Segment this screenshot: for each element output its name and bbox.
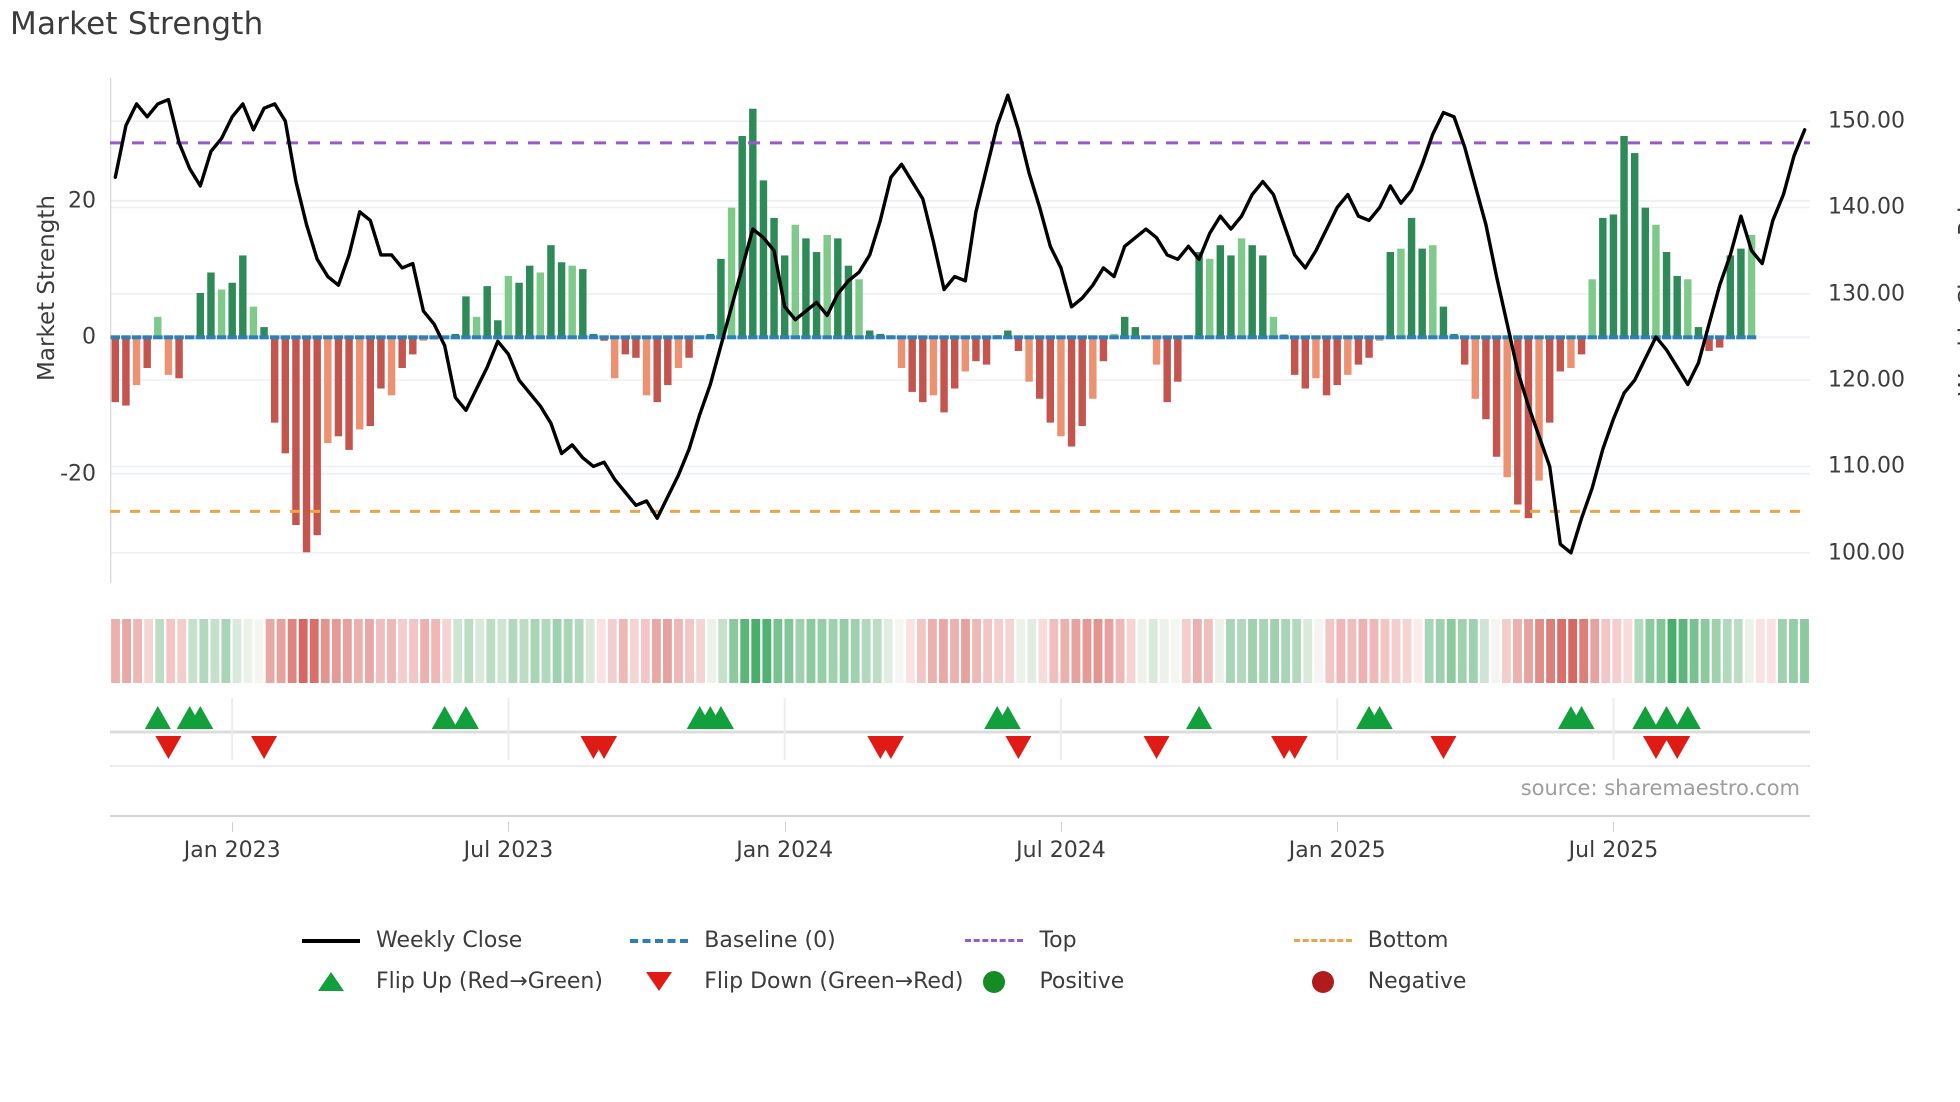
y-axis-right-tick: 130.00 (1828, 281, 1905, 307)
line-dotted-orange-glyph (1293, 939, 1352, 942)
line-solid-black-glyph (302, 938, 360, 943)
legend-label: Bottom (1367, 928, 1449, 953)
legend-item[interactable]: Positive (963, 969, 1291, 994)
x-axis-tick-mark (1060, 822, 1062, 832)
legend-label: Top (1039, 928, 1077, 953)
line-solid-black-icon (300, 929, 362, 953)
legend-item[interactable]: Flip Up (Red→Green) (300, 969, 628, 994)
legend-label: Negative (1367, 969, 1467, 994)
legend-item[interactable]: Bottom (1292, 928, 1620, 953)
source-axis-lines (110, 765, 1810, 817)
x-axis-tick-mark (232, 822, 234, 832)
legend-label: Weekly Close (376, 928, 523, 953)
x-axis-tick-label: Jul 2025 (1568, 838, 1659, 863)
legend-item[interactable]: Flip Down (Green→Red) (628, 969, 963, 994)
x-axis-tick-label: Jan 2025 (1288, 838, 1386, 863)
y-axis-right-tick: 150.00 (1828, 108, 1905, 134)
line-dotted-orange-icon (1292, 929, 1354, 953)
market-strength-plot (110, 78, 1810, 583)
legend-item[interactable]: Weekly Close (300, 928, 628, 953)
flip-markers-panel (110, 698, 1810, 760)
y-axis-right-tick: 110.00 (1828, 453, 1905, 479)
legend-label: Flip Down (Green→Red) (704, 969, 964, 994)
y-axis-left-tick: 0 (82, 324, 96, 350)
source-panel: source: sharemaestro.com (110, 760, 1810, 818)
triangle-down-red-icon (628, 970, 690, 994)
y-axis-right-tick: 140.00 (1828, 194, 1905, 220)
dot-green-glyph (983, 970, 1006, 993)
page-title: Market Strength (10, 6, 264, 42)
source-attribution: source: sharemaestro.com (1520, 776, 1800, 800)
legend-item[interactable]: Top (963, 928, 1291, 953)
legend-item[interactable]: Negative (1292, 969, 1620, 994)
chart-legend: Weekly Close Baseline (0) Top Bottom Flip Up… (300, 928, 1620, 994)
triangle-up-green-glyph (318, 972, 344, 991)
line-dashed-blue-glyph (630, 938, 689, 943)
legend-label: Positive (1039, 969, 1125, 994)
line-dotted-purple-glyph (965, 939, 1024, 942)
main-chart-panel (110, 78, 1810, 583)
x-axis-tick-mark (784, 822, 786, 832)
dot-red-glyph (1311, 970, 1334, 993)
legend-item[interactable]: Baseline (0) (628, 928, 963, 953)
x-axis-tick-label: Jan 2024 (736, 838, 834, 863)
flip-markers (110, 698, 1810, 760)
legend-label: Flip Up (Red→Green) (376, 969, 603, 994)
x-axis-tick-mark (1337, 822, 1339, 832)
triangle-down-red-glyph (646, 972, 673, 991)
strength-heatmap-panel (110, 615, 1810, 687)
y-axis-right-label: Weekly Close Price (1955, 179, 1960, 397)
x-axis-tick-label: Jul 2024 (1016, 838, 1106, 863)
y-axis-right-tick: 100.00 (1828, 540, 1905, 566)
y-axis-left-tick: 20 (68, 188, 96, 214)
dot-red-icon (1292, 970, 1354, 994)
strength-heatmap (111, 619, 1809, 683)
x-axis-tick-label: Jan 2023 (183, 838, 281, 863)
x-axis-tick-mark (508, 822, 510, 832)
y-axis-right-tick: 120.00 (1828, 367, 1905, 393)
x-axis-tick-mark (1613, 822, 1615, 832)
legend-label: Baseline (0) (704, 928, 836, 953)
triangle-up-green-icon (300, 970, 362, 994)
line-dashed-blue-icon (628, 929, 690, 953)
x-axis-tick-label: Jul 2023 (463, 838, 554, 863)
line-dotted-purple-icon (963, 929, 1025, 953)
dot-green-icon (963, 970, 1025, 994)
y-axis-left-tick: -20 (60, 461, 96, 487)
